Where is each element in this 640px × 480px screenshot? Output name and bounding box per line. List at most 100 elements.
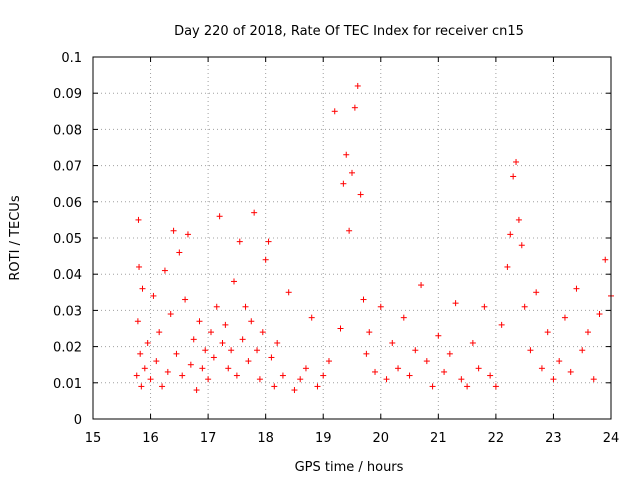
- data-point: [383, 376, 390, 383]
- x-tick-label: 19: [315, 431, 332, 446]
- data-point: [167, 311, 174, 318]
- data-point: [400, 314, 407, 321]
- data-point: [561, 314, 568, 321]
- data-point: [184, 231, 191, 238]
- data-point: [351, 104, 358, 111]
- data-point: [567, 368, 574, 375]
- x-tick-label: 15: [85, 431, 102, 446]
- data-point: [251, 209, 258, 216]
- data-point: [245, 358, 252, 365]
- data-point: [435, 332, 442, 339]
- data-point: [550, 376, 557, 383]
- data-point: [159, 383, 166, 390]
- data-point: [579, 347, 586, 354]
- data-point: [262, 256, 269, 263]
- y-tick-label: 0.01: [53, 377, 82, 392]
- data-point: [513, 158, 520, 165]
- data-point: [510, 173, 517, 180]
- data-point: [521, 303, 528, 310]
- data-point: [216, 213, 223, 220]
- data-point: [544, 329, 551, 336]
- data-point: [446, 350, 453, 357]
- data-point: [291, 387, 298, 394]
- data-point: [265, 238, 272, 245]
- data-point: [153, 358, 160, 365]
- data-point: [133, 372, 140, 379]
- data-point: [271, 383, 278, 390]
- data-point: [346, 227, 353, 234]
- x-tick-label: 24: [603, 431, 620, 446]
- data-point: [239, 336, 246, 343]
- data-point: [498, 321, 505, 328]
- data-point: [213, 303, 220, 310]
- data-point: [176, 249, 183, 256]
- data-point: [538, 365, 545, 372]
- data-point: [464, 383, 471, 390]
- x-tick-label: 21: [430, 431, 447, 446]
- data-point: [314, 383, 321, 390]
- data-point: [207, 329, 214, 336]
- data-point: [481, 303, 488, 310]
- data-point: [377, 303, 384, 310]
- data-point: [492, 383, 499, 390]
- data-point: [147, 376, 154, 383]
- y-tick-label: 0.09: [53, 87, 82, 102]
- data-point: [248, 318, 255, 325]
- data-point: [187, 361, 194, 368]
- data-point: [475, 365, 482, 372]
- y-tick-label: 0.07: [53, 160, 82, 175]
- data-point: [138, 383, 145, 390]
- y-axis-ticks: 0 0.01 0.02 0.03 0.04 0.05 0.06 0.07 0.08 0.09 0.1: [53, 51, 611, 428]
- y-tick-label: 0.03: [53, 304, 82, 319]
- data-point: [343, 151, 350, 158]
- data-points: [133, 82, 614, 394]
- data-point: [518, 242, 525, 249]
- data-point: [161, 267, 168, 274]
- data-point: [136, 263, 143, 270]
- data-point: [372, 368, 379, 375]
- data-point: [225, 365, 232, 372]
- data-point: [231, 278, 238, 285]
- y-tick-label: 0.02: [53, 341, 82, 356]
- data-point: [254, 347, 261, 354]
- data-point: [423, 358, 430, 365]
- data-point: [429, 383, 436, 390]
- data-point: [596, 311, 603, 318]
- data-point: [297, 376, 304, 383]
- data-point: [170, 227, 177, 234]
- y-tick-label: 0.08: [53, 123, 82, 138]
- data-point: [193, 387, 200, 394]
- data-point: [222, 321, 229, 328]
- data-point: [412, 347, 419, 354]
- data-point: [357, 191, 364, 198]
- data-point: [504, 263, 511, 270]
- data-point: [164, 368, 171, 375]
- y-tick-label: 0.04: [53, 268, 82, 283]
- y-tick-label: 0: [74, 413, 82, 428]
- data-point: [285, 289, 292, 296]
- data-point: [259, 329, 266, 336]
- data-point: [236, 238, 243, 245]
- x-tick-label: 16: [142, 431, 159, 446]
- data-point: [360, 296, 367, 303]
- data-point: [418, 282, 425, 289]
- data-point: [507, 231, 514, 238]
- data-point: [202, 347, 209, 354]
- data-point: [325, 358, 332, 365]
- data-point: [469, 339, 476, 346]
- data-point: [268, 354, 275, 361]
- data-point: [173, 350, 180, 357]
- data-point: [487, 372, 494, 379]
- x-tick-label: 18: [257, 431, 274, 446]
- data-point: [349, 169, 355, 176]
- data-point: [219, 339, 226, 346]
- data-point: [228, 347, 235, 354]
- x-tick-label: 22: [488, 431, 505, 446]
- x-tick-label: 20: [373, 431, 390, 446]
- data-point: [320, 372, 327, 379]
- data-point: [179, 372, 186, 379]
- grid-lines: [93, 57, 611, 419]
- data-point: [406, 372, 413, 379]
- data-point: [274, 339, 281, 346]
